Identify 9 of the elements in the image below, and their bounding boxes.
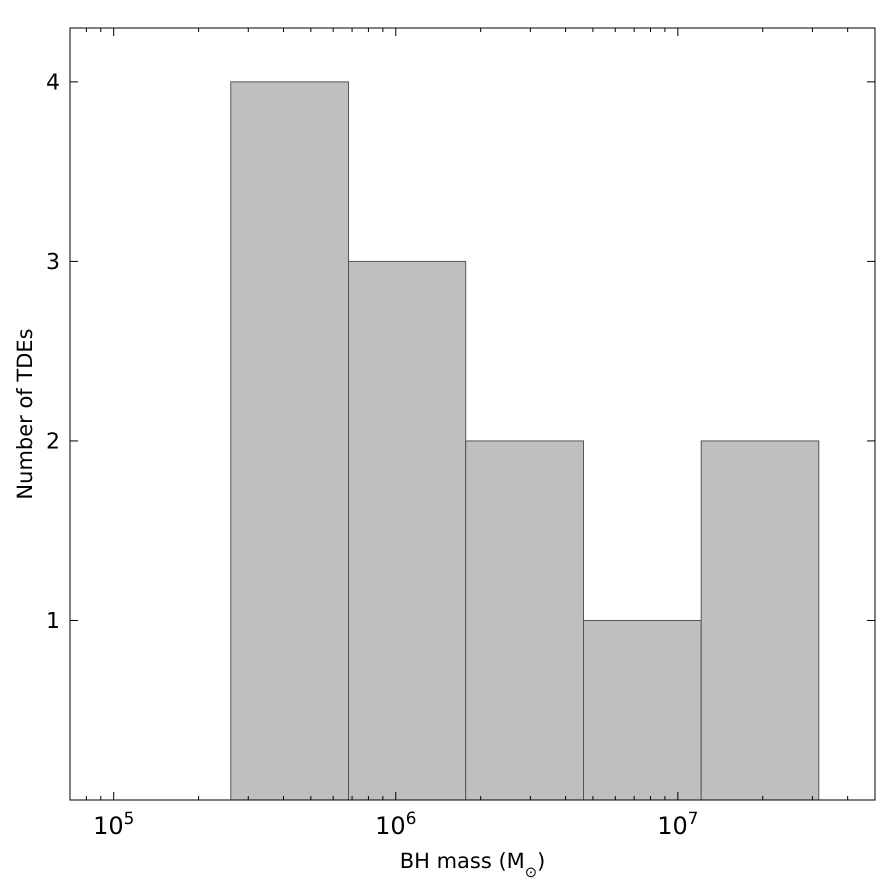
- y-axis-title: Number of TDEs: [13, 328, 37, 500]
- y-tick-label: 1: [46, 609, 60, 634]
- y-tick-label: 3: [46, 250, 60, 276]
- x-tick-label: 10$^{7}$: [657, 808, 698, 840]
- x-axis-title: BH mass (M$_{⊙}$): [400, 849, 546, 880]
- x-tick-label: 10$^{6}$: [375, 808, 416, 840]
- x-tick-label: 10$^{5}$: [93, 808, 134, 840]
- y-tick-label: 2: [46, 430, 60, 455]
- y-tick-label: 4: [46, 70, 60, 96]
